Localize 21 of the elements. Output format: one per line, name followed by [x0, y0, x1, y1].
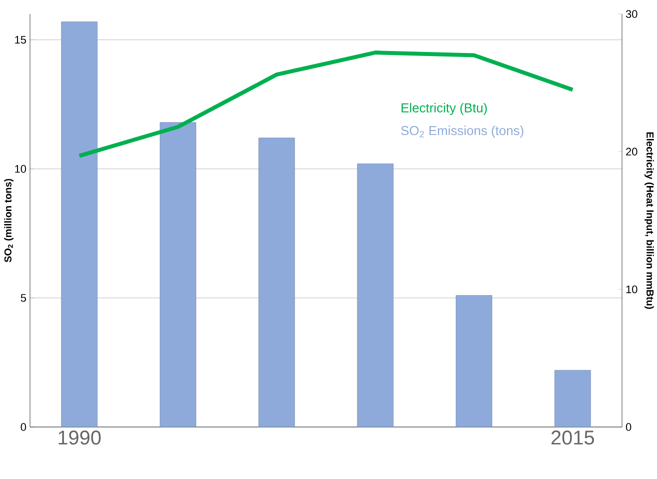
x-tick-label: 1990 — [58, 430, 101, 445]
y2-tick-label: 30 — [626, 10, 638, 18]
bar — [160, 122, 196, 427]
text: Electricity (Btu) — [402, 102, 487, 116]
bar — [61, 22, 98, 427]
bar — [357, 164, 394, 427]
y-tick-label: 5 — [20, 294, 26, 302]
bar — [258, 138, 295, 427]
y-tick-label: 15 — [15, 36, 26, 44]
y-axis-title: SO$_{2}$ (million tons) — [4, 178, 14, 262]
y-tick-label: 0 — [20, 423, 26, 431]
y2-axis-title: Electricity (Heat Input, billion mmBtu) — [644, 132, 654, 309]
y2-tick-label: 10 — [626, 285, 638, 294]
y-tick-label: 10 — [15, 165, 26, 173]
text: SO$_{2}$ Emissions (tons) — [401, 126, 524, 138]
y2-tick-label: 0 — [626, 423, 632, 431]
line-series — [77, 50, 575, 158]
bar — [456, 295, 492, 427]
x-tick-label: 2015 — [552, 430, 594, 445]
bar — [554, 370, 591, 427]
y2-tick-label: 20 — [626, 148, 638, 156]
